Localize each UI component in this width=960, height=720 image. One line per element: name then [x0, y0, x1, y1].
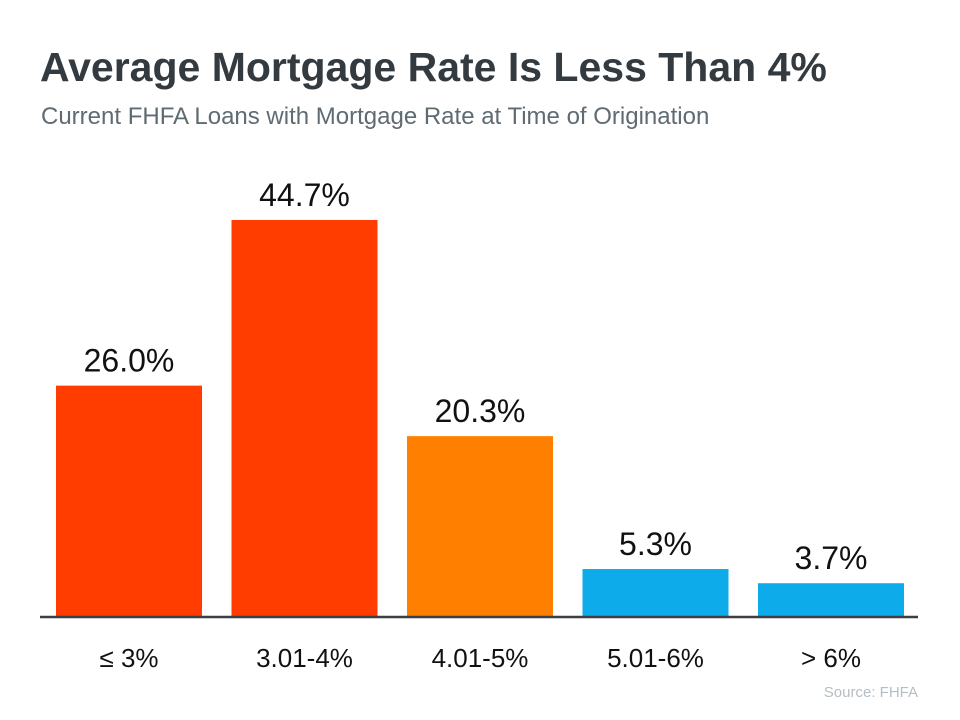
bar [231, 219, 378, 616]
bar [758, 583, 904, 616]
data-label: 3.7% [795, 540, 868, 576]
data-label: 5.3% [619, 526, 692, 562]
bar [407, 436, 553, 616]
bar [56, 385, 202, 616]
category-label: 3.01-4% [256, 643, 353, 673]
chart-title: Average Mortgage Rate Is Less Than 4% [40, 44, 827, 90]
category-label: 4.01-5% [432, 643, 529, 673]
data-label: 44.7% [259, 177, 350, 213]
data-label: 26.0% [84, 343, 175, 379]
chart-subtitle: Current FHFA Loans with Mortgage Rate at… [41, 103, 710, 130]
bar [582, 569, 729, 616]
source-note: Source: FHFA [823, 684, 918, 701]
category-label: ≤ 3% [99, 643, 158, 673]
category-label: > 6% [801, 643, 861, 673]
category-label: 5.01-6% [607, 643, 704, 673]
data-label: 20.3% [435, 393, 526, 429]
